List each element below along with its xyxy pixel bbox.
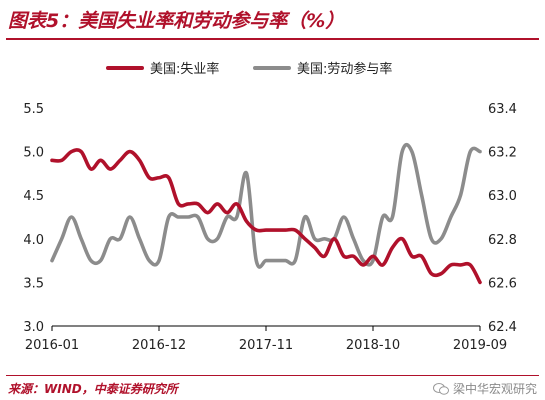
x-tick-label: 2016-12 (132, 338, 186, 353)
footer-divider (6, 375, 539, 376)
y-right-tick-label: 62.6 (488, 276, 517, 291)
y-left-tick-label: 3.0 (23, 320, 44, 335)
series-line-participation-rate (50, 142, 482, 269)
y-right-tick-label: 63.4 (488, 102, 517, 117)
x-tick-label: 2019-09 (453, 338, 507, 353)
chart-legend: 美国:失业率 美国:劳动参与率 (106, 61, 392, 77)
x-tick-label: 2016-01 (25, 338, 79, 353)
x-tick-label: 2018-10 (346, 338, 400, 353)
y-right-tick-label: 63.2 (488, 146, 517, 161)
y-right-tick-label: 63.0 (488, 189, 517, 204)
y-left-tick-label: 4.5 (23, 189, 44, 204)
watermark: 梁中华宏观研究 (432, 380, 537, 397)
chart-svg: 美国:失业率 美国:劳动参与率 3.0 3.5 4.0 4.5 5.0 5.5 62.4 62.… (23, 61, 517, 353)
y-right-tick-label: 62.4 (488, 320, 517, 335)
series-line-unemployment-rate (50, 148, 482, 285)
x-tick-label: 2017-11 (239, 338, 293, 353)
source-note: 来源：WIND，中泰证券研究所 (8, 382, 178, 396)
chart-title: 图表5：美国失业率和劳动参与率（%） (8, 10, 345, 32)
y-left-tick-label: 3.5 (23, 276, 44, 291)
y-left-tick-label: 5.0 (23, 146, 44, 161)
chart-axes: 3.0 3.5 4.0 4.5 5.0 5.5 62.4 62.6 62.8 63.0 63.2 63… (23, 102, 517, 353)
wechat-icon (432, 382, 449, 395)
legend-participation-label: 美国:劳动参与率 (297, 61, 392, 77)
title-divider (6, 38, 539, 40)
legend-unemployment-label: 美国:失业率 (150, 61, 219, 77)
y-left-tick-label: 4.0 (23, 233, 44, 248)
watermark-text: 梁中华宏观研究 (452, 382, 537, 396)
chart-series (50, 142, 482, 285)
y-right-tick-label: 62.8 (488, 233, 517, 248)
y-left-tick-label: 5.5 (23, 102, 44, 117)
